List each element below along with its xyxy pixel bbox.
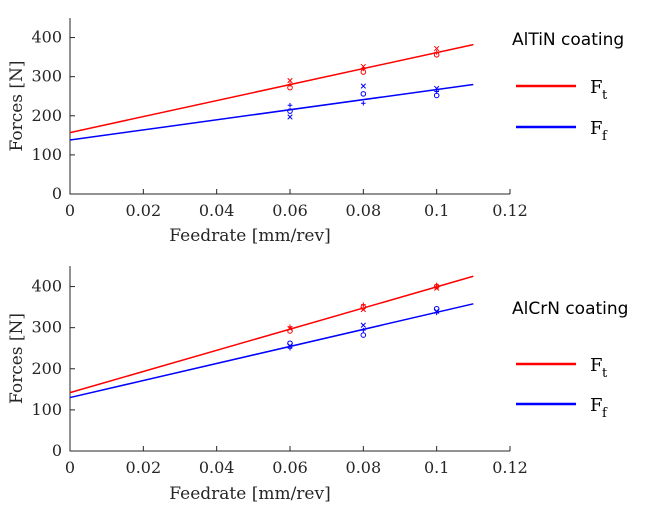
- fit-line: [69, 303, 474, 399]
- x-tick-label: 0.04: [199, 201, 235, 220]
- x-tick-label: 0.06: [272, 458, 308, 477]
- data-point-cross: [434, 85, 440, 92]
- x-tick-label: 0.06: [272, 201, 308, 220]
- x-tick-label: 0.1: [424, 201, 449, 220]
- legend: AlTiN coating F tF f: [512, 30, 624, 144]
- data-point-plus: [287, 82, 293, 87]
- y-tick-label: 100: [31, 145, 62, 164]
- x-tick-label: 0: [65, 201, 75, 220]
- y-tick-label: 400: [31, 277, 62, 296]
- legend-label: F: [590, 355, 603, 376]
- x-tick-label: 0.02: [126, 458, 162, 477]
- y-tick-label: 400: [31, 28, 62, 47]
- y-tick-label: 100: [31, 400, 62, 419]
- y-tick-label: 200: [31, 106, 62, 125]
- y-tick-label: 200: [31, 359, 62, 378]
- fit-line: [69, 43, 474, 134]
- data-point-circle: [360, 332, 367, 338]
- legend-label: F: [590, 395, 603, 416]
- data-point-plus: [361, 100, 366, 106]
- data-point-circle: [287, 328, 293, 334]
- x-tick-label: 0.02: [126, 201, 162, 220]
- x-tick-label: 0.12: [492, 201, 528, 220]
- x-tick-label: 0.04: [199, 458, 235, 477]
- fit-line: [69, 83, 474, 141]
- data-point-plus: [434, 310, 439, 316]
- data-point-circle: [433, 92, 440, 99]
- axes-frame: [69, 266, 510, 452]
- data-point-cross: [287, 77, 293, 84]
- y-axis-label: Forces [N]: [7, 313, 27, 404]
- data-point-cross: [360, 83, 366, 89]
- data-point-cross: [360, 63, 366, 70]
- legend-title: AlTiN coating: [512, 30, 624, 50]
- y-tick-label: 300: [31, 67, 62, 86]
- data-point-plus: [287, 102, 293, 108]
- legend: AlCrN coating F tF f: [512, 299, 628, 421]
- x-tick-label: 0.08: [346, 201, 382, 220]
- x-tick-label: 0.08: [346, 458, 382, 477]
- legend-title: AlCrN coating: [512, 299, 628, 319]
- chart-1: 0 0.02 0.04 0.06 0.08 0.1 0.12 0 100 200 300 400 Fee…: [7, 18, 624, 246]
- data-point-circle: [433, 305, 440, 312]
- x-tick-label: 0: [65, 458, 75, 477]
- data-point-cross: [287, 343, 293, 349]
- y-tick-label: 0: [52, 184, 62, 203]
- y-tick-label: 0: [52, 441, 62, 460]
- data-point-circle: [287, 84, 293, 91]
- series-Ff: [69, 83, 474, 141]
- chart-2: 0 0.02 0.04 0.06 0.08 0.1 0.12 0 100 200 300 400 Fee…: [7, 266, 628, 504]
- data-point-cross: [434, 285, 440, 291]
- data-point-cross: [287, 114, 293, 120]
- data-point-cross: [434, 45, 440, 52]
- fit-line: [69, 275, 474, 394]
- legend-label-subscript: f: [602, 406, 608, 421]
- legend-label-subscript: f: [602, 129, 608, 144]
- data-point-cross: [360, 322, 366, 328]
- data-point-plus: [287, 345, 293, 351]
- y-axis-label: Forces [N]: [7, 60, 27, 151]
- data-point-plus: [361, 327, 366, 333]
- legend-label: F: [590, 118, 603, 139]
- data-point-cross: [360, 306, 366, 313]
- series-Ft: [69, 43, 474, 134]
- legend-label-subscript: t: [602, 366, 608, 381]
- y-tick-label: 300: [31, 318, 62, 337]
- series-Ft: [69, 275, 474, 394]
- data-point-plus: [361, 66, 366, 72]
- series-Ff: [69, 303, 474, 399]
- legend-label-subscript: t: [602, 88, 608, 103]
- data-point-circle: [360, 91, 367, 97]
- data-point-circle: [287, 108, 293, 114]
- data-point-circle: [360, 69, 367, 75]
- data-point-circle: [433, 51, 440, 58]
- x-tick-label: 0.12: [492, 458, 528, 477]
- data-point-circle: [287, 340, 293, 347]
- x-axis-label: Feedrate [mm/rev]: [169, 226, 330, 246]
- x-tick-label: 0.1: [424, 458, 449, 477]
- legend-label: F: [590, 77, 603, 98]
- x-axis-label: Feedrate [mm/rev]: [169, 484, 330, 504]
